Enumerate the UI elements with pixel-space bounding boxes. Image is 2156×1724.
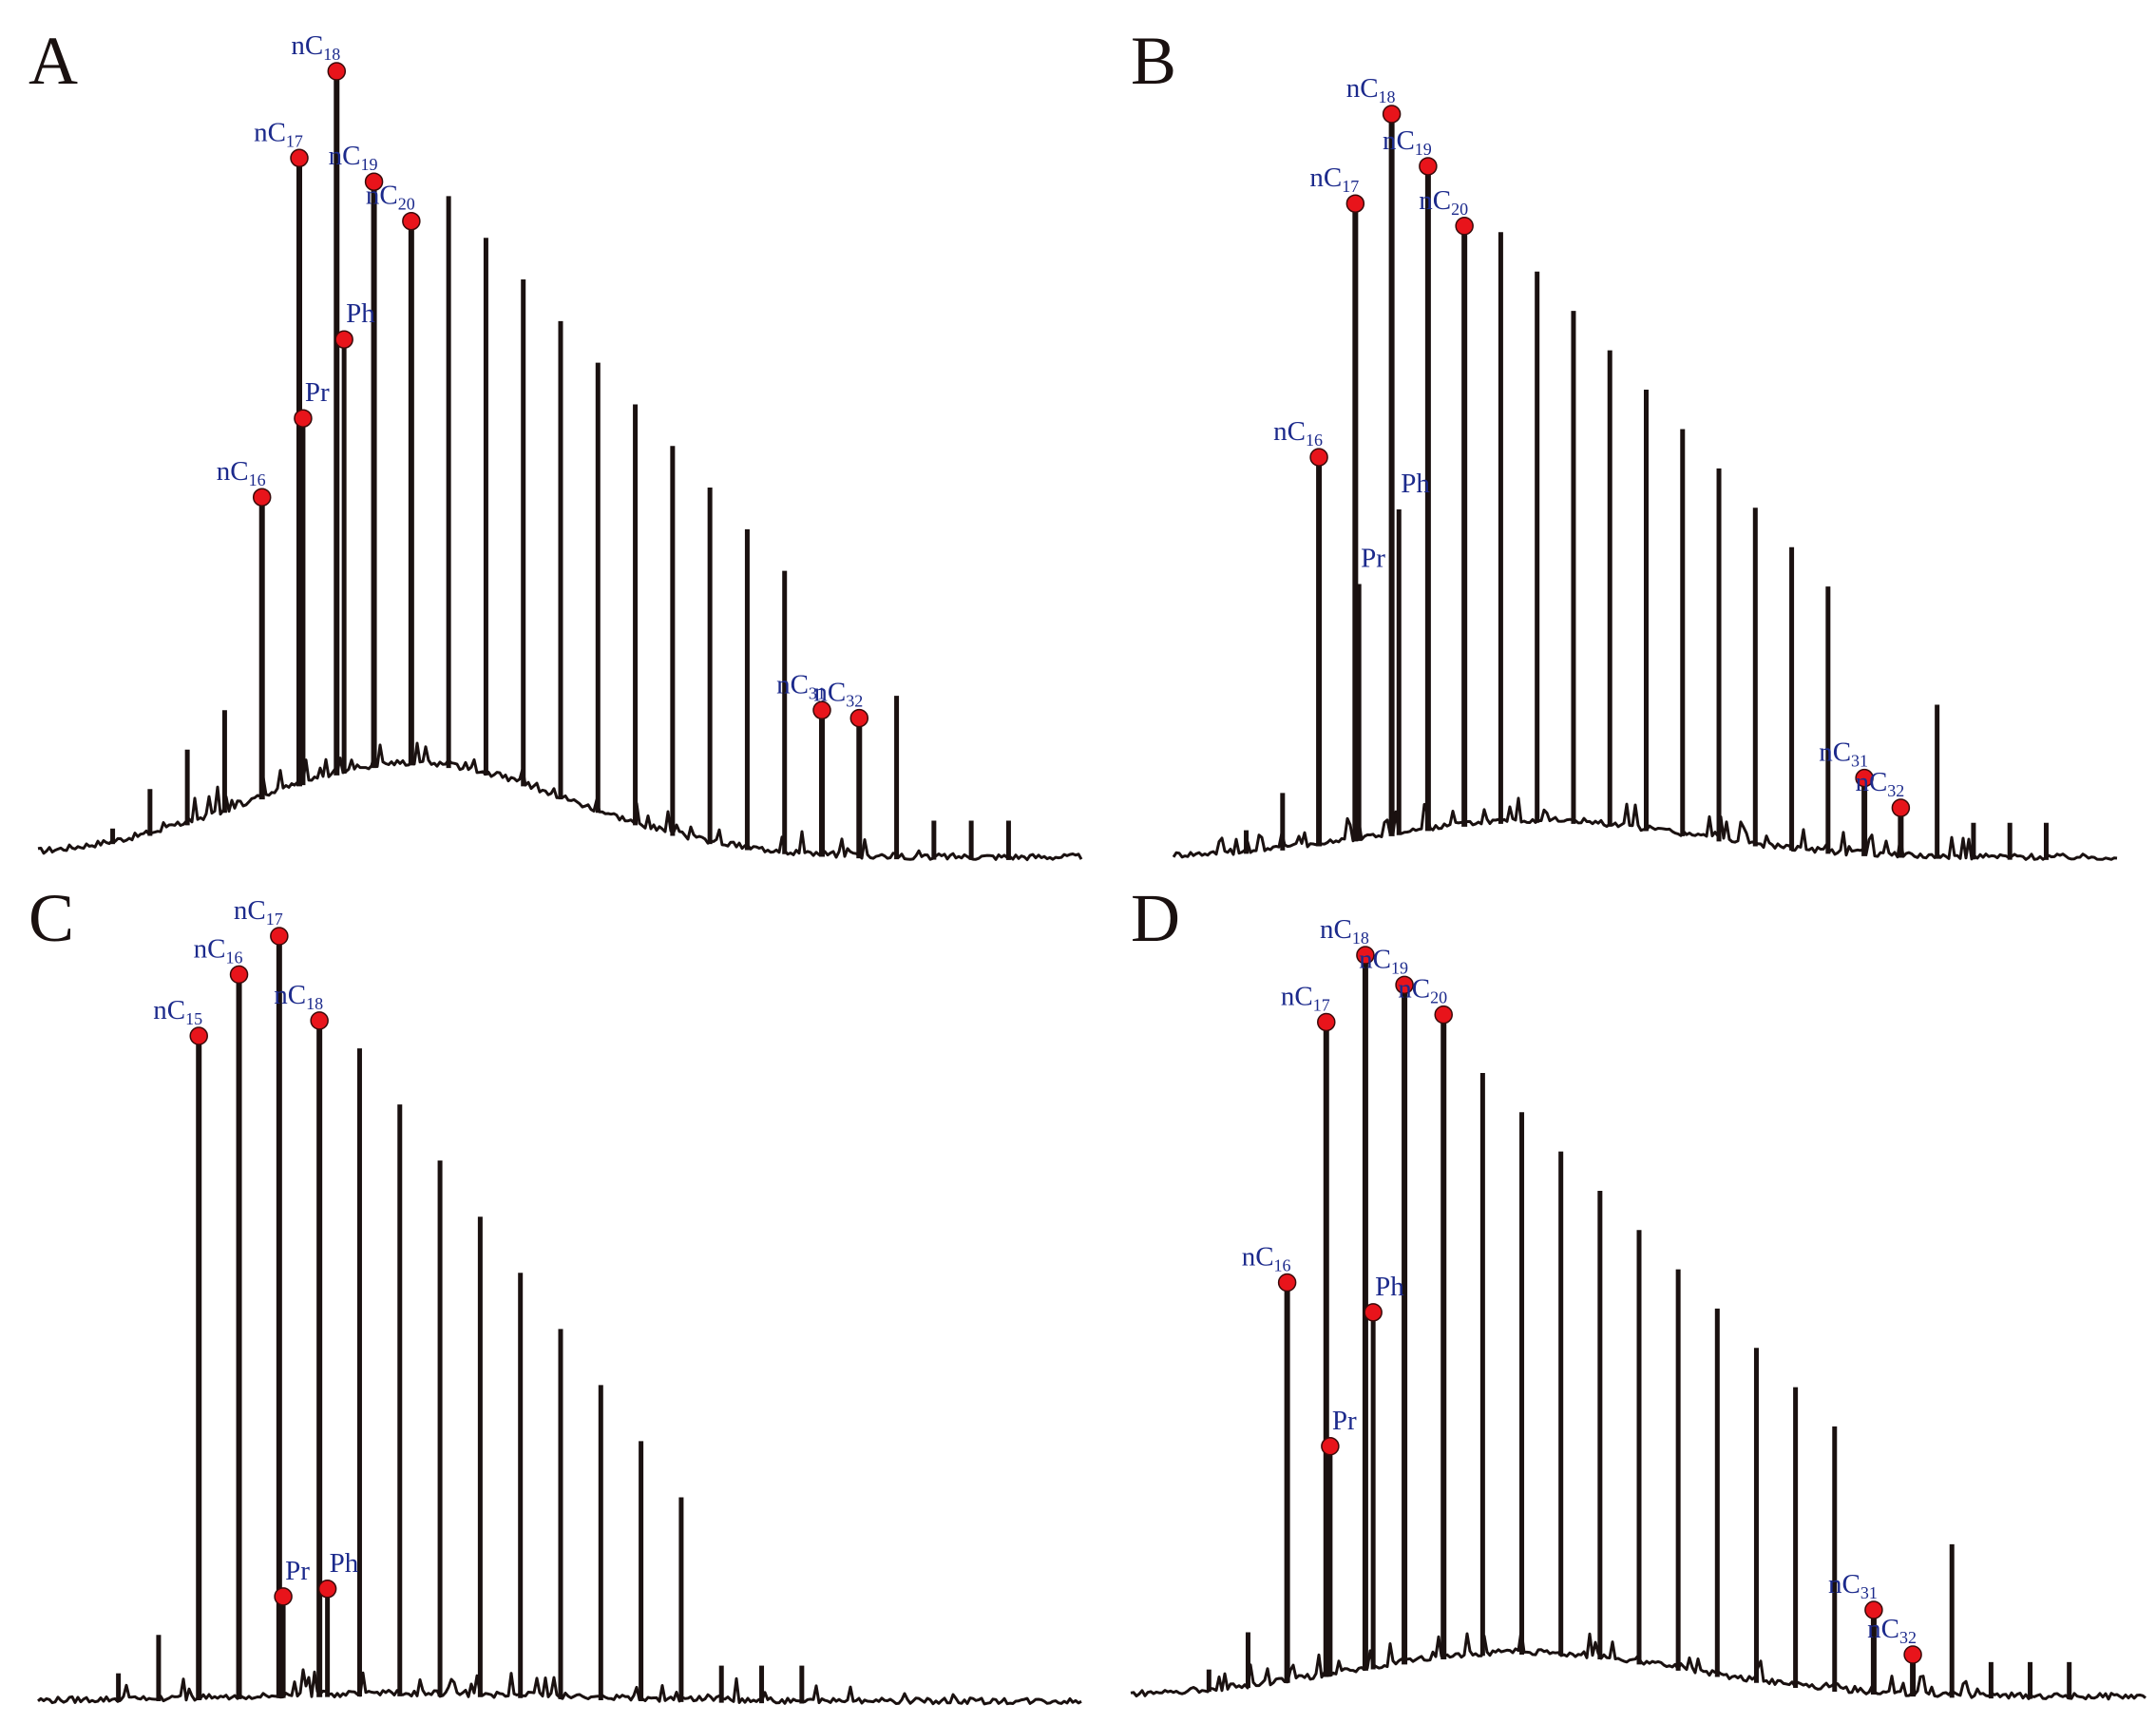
peak-marker — [1317, 1012, 1336, 1032]
peak-label: Ph — [1375, 1272, 1404, 1302]
peak-label: nC18 — [291, 30, 340, 64]
peak-marker — [1855, 768, 1874, 788]
peak-label: Pr — [1361, 544, 1385, 574]
peak-label: nC18 — [1320, 914, 1369, 948]
panel-letter: C — [29, 880, 74, 956]
peak-label: nC16 — [194, 933, 243, 967]
peak-marker — [274, 1587, 293, 1606]
peak-label: nC18 — [274, 980, 323, 1013]
peak-label: Pr — [1332, 1406, 1357, 1436]
peak-marker — [1382, 105, 1402, 124]
peak-marker — [1395, 975, 1414, 995]
panel-c: nC15 nC16 nC17 Pr nC18 Ph C — [29, 880, 1082, 1706]
peak-marker — [327, 62, 347, 81]
peak-marker — [849, 708, 869, 728]
peak-label: nC17 — [254, 117, 303, 150]
peak-label: nC17 — [234, 895, 283, 929]
peak-marker — [1903, 1645, 1922, 1664]
peak-marker — [1321, 1437, 1340, 1456]
panel-letter: A — [29, 23, 78, 99]
peak-label: nC16 — [1273, 416, 1323, 450]
peak-marker — [294, 409, 313, 428]
peak-marker — [1356, 946, 1375, 965]
peak-marker — [1277, 1273, 1297, 1293]
peak-label: nC32 — [1867, 1614, 1917, 1647]
peak-marker — [1455, 217, 1474, 236]
peak-marker — [1434, 1005, 1453, 1025]
peak-label: Ph — [330, 1548, 359, 1579]
peak-label: nC19 — [329, 141, 378, 174]
peak-label: Ph — [346, 298, 375, 329]
peak-label: nC16 — [217, 456, 266, 489]
peak-label: nC32 — [1855, 767, 1904, 800]
peak-marker — [1891, 798, 1911, 817]
peak-label: Pr — [285, 1556, 310, 1586]
peak-label: nC18 — [1346, 73, 1396, 106]
peak-marker — [229, 965, 249, 985]
panel-letter: B — [1131, 23, 1176, 99]
peak-marker — [364, 172, 384, 191]
peak-marker — [1864, 1600, 1883, 1619]
peak-label: nC20 — [1419, 185, 1468, 219]
peak-label: nC31 — [1828, 1569, 1878, 1602]
peak-label: nC31 — [776, 669, 826, 702]
peak-label: nC19 — [1359, 944, 1408, 977]
peak-marker — [189, 1026, 208, 1045]
peak-marker — [812, 700, 831, 720]
peak-label: nC15 — [153, 995, 202, 1028]
peak-marker — [290, 148, 309, 168]
peak-label: nC17 — [1281, 981, 1330, 1014]
peak-marker — [310, 1011, 329, 1030]
peak-label: nC17 — [1309, 163, 1359, 196]
peak-marker — [402, 211, 421, 231]
peak-marker — [334, 330, 353, 349]
peak-label: nC32 — [813, 678, 863, 711]
panel-letter: D — [1131, 880, 1180, 956]
peak-marker — [1309, 448, 1328, 467]
peak-marker — [270, 927, 289, 946]
peak-label: nC31 — [1819, 737, 1868, 771]
peak-marker — [1345, 194, 1365, 213]
peak-marker — [1364, 1303, 1383, 1322]
peak-marker — [317, 1580, 337, 1599]
peak-marker — [1419, 157, 1438, 176]
peak-label: nC16 — [1242, 1242, 1291, 1275]
peak-label: nC20 — [366, 181, 415, 214]
peak-label: nC20 — [1398, 974, 1447, 1007]
peak-marker — [252, 488, 272, 507]
peak-label: Pr — [305, 377, 330, 408]
peak-label: nC19 — [1383, 125, 1432, 159]
peak-label: Ph — [1401, 469, 1430, 499]
